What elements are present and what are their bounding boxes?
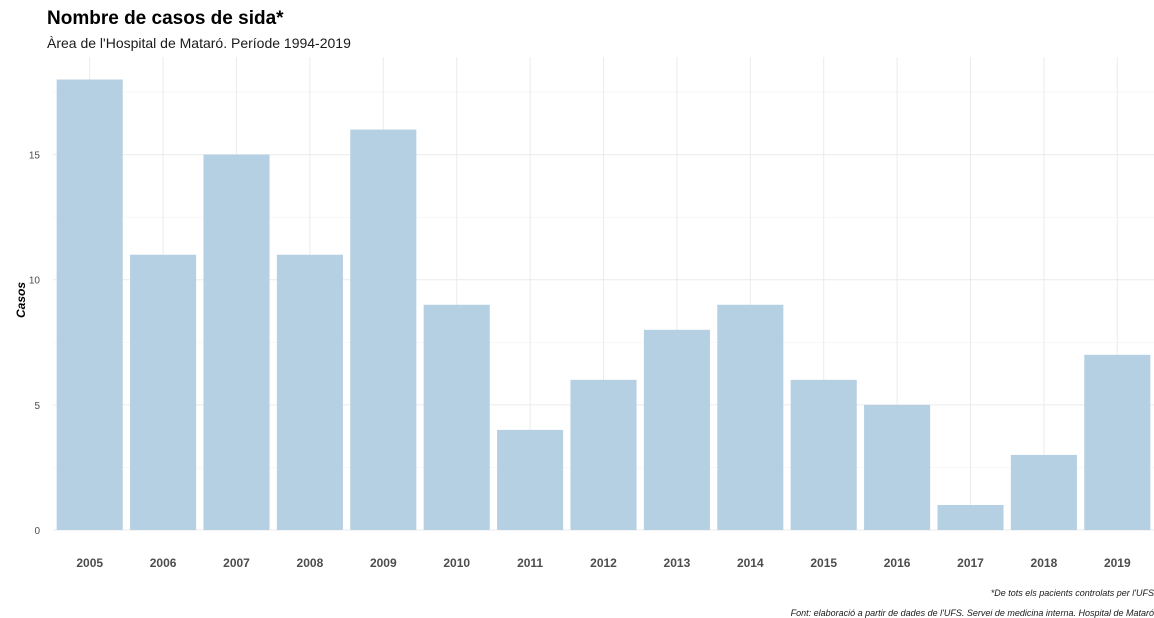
bar-2007 bbox=[203, 154, 270, 530]
bar-2018 bbox=[1010, 454, 1077, 530]
y-axis-label: Casos bbox=[14, 282, 28, 318]
bar-2013 bbox=[643, 329, 710, 530]
y-tick-label: 10 bbox=[29, 276, 41, 287]
bar-2014 bbox=[717, 304, 784, 530]
x-tick-label: 2006 bbox=[150, 556, 177, 570]
bar-2017 bbox=[937, 504, 1004, 530]
chart-title: Nombre de casos de sida* bbox=[47, 8, 284, 29]
x-tick-label: 2016 bbox=[884, 556, 911, 570]
source-caption: Font: elaboració a partir de dades de l'… bbox=[790, 608, 1154, 618]
x-tick-labels: 2005 2006 2007 2008 2009 2010 2011 2012 2013 2014… bbox=[76, 556, 1131, 570]
bar-2011 bbox=[497, 429, 564, 530]
bar-2015 bbox=[790, 379, 857, 530]
y-tick-label: 0 bbox=[34, 526, 40, 537]
bar-2016 bbox=[864, 404, 931, 530]
x-tick-label: 2017 bbox=[957, 556, 984, 570]
y-tick-label: 5 bbox=[34, 401, 40, 412]
x-tick-label: 2015 bbox=[810, 556, 837, 570]
bar-2008 bbox=[276, 254, 343, 531]
bar-2012 bbox=[570, 379, 637, 530]
x-tick-label: 2005 bbox=[76, 556, 103, 570]
bars bbox=[56, 79, 1151, 531]
x-tick-label: 2019 bbox=[1104, 556, 1131, 570]
x-tick-label: 2011 bbox=[517, 556, 543, 570]
x-tick-label: 2014 bbox=[737, 556, 764, 570]
chart-subtitle: Àrea de l'Hospital de Mataró. Període 19… bbox=[47, 35, 351, 51]
x-tick-label: 2009 bbox=[370, 556, 397, 570]
x-tick-label: 2013 bbox=[664, 556, 691, 570]
x-tick-label: 2010 bbox=[443, 556, 470, 570]
bar-2005 bbox=[56, 79, 123, 531]
y-tick-label: 15 bbox=[29, 151, 41, 162]
footnote-caption: *De tots els pacients controlats per l'U… bbox=[990, 588, 1154, 598]
x-tick-label: 2007 bbox=[223, 556, 250, 570]
bar-2009 bbox=[350, 129, 417, 530]
y-tick-labels: 0 5 10 15 bbox=[29, 151, 41, 537]
bar-2006 bbox=[130, 254, 197, 531]
bar-2019 bbox=[1084, 354, 1151, 530]
x-tick-label: 2012 bbox=[590, 556, 617, 570]
x-tick-label: 2008 bbox=[297, 556, 324, 570]
bar-2010 bbox=[423, 304, 490, 530]
x-tick-label: 2018 bbox=[1031, 556, 1058, 570]
